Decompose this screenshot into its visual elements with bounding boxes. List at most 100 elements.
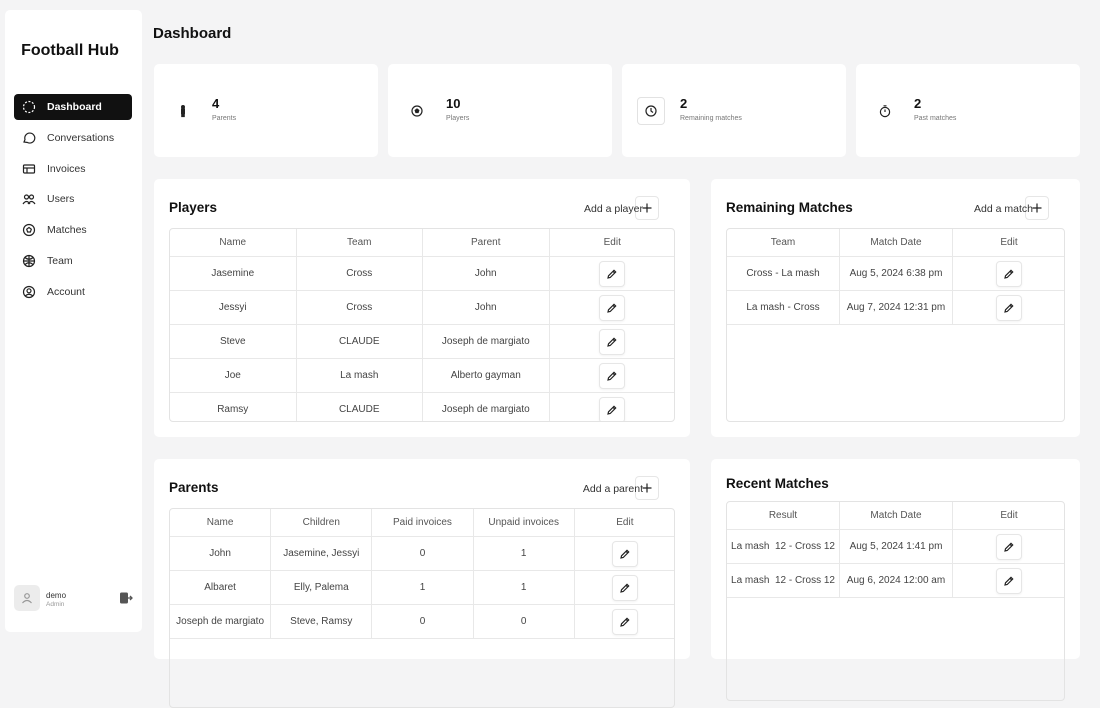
add-label[interactable]: Add a player [584, 203, 643, 215]
panel: Parents Add a parent Name Children Paid invo… [154, 459, 690, 708]
table-cell: Joseph de margiato [170, 605, 272, 639]
edit-button[interactable] [599, 396, 626, 421]
icon [607, 302, 617, 313]
icon [120, 592, 133, 604]
table-cell: John [423, 257, 550, 291]
edit-button[interactable] [996, 533, 1022, 560]
panel-title: Remaining Matches [726, 200, 853, 215]
table-cell: Steve [170, 325, 297, 359]
panel: Recent Matches Result Match Date Edit La mas… [711, 459, 1080, 701]
icon [645, 105, 657, 117]
nav-item[interactable]: Users [14, 186, 132, 212]
edit-button[interactable] [599, 294, 626, 321]
nav-item[interactable]: Invoices [14, 156, 132, 182]
panel: Remaining Matches Add a match Team Match Da… [711, 179, 1080, 437]
icon [180, 105, 185, 118]
column-header: Unpaid invoices [473, 509, 575, 537]
add-button[interactable] [635, 476, 659, 500]
add-label[interactable]: Add a parent [582, 483, 643, 495]
page: Football Hub {"sidebar": {"brand": "Foot… [5, 10, 1080, 708]
logout-button[interactable] [119, 591, 133, 605]
table-cell: Joseph de margiato [423, 393, 550, 421]
nav-item[interactable]: Conversations [14, 125, 132, 151]
nav-item[interactable]: Matches [14, 217, 132, 243]
column-header: Name [170, 229, 297, 257]
edit-cell [549, 325, 674, 359]
edit-button[interactable] [611, 574, 638, 601]
nav-item[interactable]: Account [14, 279, 132, 305]
edit-button[interactable] [599, 328, 626, 355]
table-cell: Joe [170, 359, 297, 393]
column-header: Match Date [840, 229, 953, 257]
edit-button[interactable] [996, 260, 1022, 287]
column-header: Result [727, 502, 840, 530]
column-header: Team [296, 229, 423, 257]
edit-cell [953, 291, 1064, 325]
icon [642, 203, 652, 213]
user-role: Admin [46, 601, 65, 608]
edit-button[interactable] [996, 294, 1022, 321]
table-cell: Albaret [170, 571, 272, 605]
panel-title: Players [169, 200, 218, 215]
stat-icon [172, 100, 194, 122]
icon [1004, 302, 1014, 313]
icon [22, 285, 36, 298]
stat-value: 4 [212, 96, 220, 111]
edit-cell [550, 393, 675, 421]
edit-button[interactable] [611, 540, 638, 567]
column-header: Parent [423, 229, 550, 257]
table-cell: 0 [372, 537, 474, 571]
icon [620, 616, 630, 627]
table: Team Match Date Edit Cross - La mash Aug 5, … [726, 228, 1065, 422]
edit-cell [953, 530, 1064, 564]
column-header: Team [727, 229, 840, 257]
table-cell: Cross [296, 291, 423, 325]
edit-button[interactable] [611, 608, 638, 635]
table-cell: Aug 7, 2024 12:31 pm [840, 291, 953, 325]
table-cell: Joseph de margiato [423, 325, 550, 359]
edit-cell [953, 257, 1064, 291]
nav-label: Users [47, 193, 75, 206]
nav-icon [22, 254, 36, 268]
icon [1004, 541, 1014, 552]
table-cell: 1 [473, 537, 575, 571]
table: Result Match Date Edit La mash 12 - Cross 1… [726, 501, 1065, 701]
add-button[interactable] [635, 196, 659, 220]
edit-cell [549, 291, 674, 325]
stat-label: Past matches [914, 115, 957, 122]
icon [22, 163, 36, 174]
table: Name Team Parent Edit Jasemine Cross John Jessy… [169, 228, 675, 422]
table-cell: Ramsy [170, 393, 297, 421]
edit-cell [574, 571, 674, 605]
icon [22, 100, 36, 114]
icon [879, 105, 891, 118]
table-cell: Elly, Palema [271, 571, 373, 605]
column-header: Match Date [840, 502, 953, 530]
add-label[interactable]: Add a match [974, 203, 1033, 215]
edit-button[interactable] [599, 260, 626, 287]
table-cell: La mash 12 - Cross 12 [727, 530, 840, 564]
panel: Players Add a player Name Team Parent Edit Jas… [154, 179, 690, 437]
table: Name Children Paid invoices Unpaid invoices… [169, 508, 675, 708]
table-cell: Cross - La mash [727, 257, 840, 291]
column-header: Edit [953, 229, 1064, 257]
nav-icon [22, 131, 36, 145]
stat-icon [637, 97, 665, 125]
edit-button[interactable] [599, 362, 626, 389]
stat-icon [406, 100, 428, 122]
column-header: Children [271, 509, 373, 537]
nav-item[interactable]: Team [14, 248, 132, 274]
icon [1032, 203, 1042, 213]
icon [620, 582, 630, 593]
column-header: Name [170, 509, 272, 537]
add-button[interactable] [1025, 196, 1049, 220]
stat-label: Remaining matches [680, 115, 742, 122]
nav-item[interactable]: Dashboard [14, 94, 132, 120]
table-cell: CLAUDE [296, 325, 423, 359]
nav-icon [22, 192, 36, 206]
nav-label: Invoices [47, 162, 86, 175]
avatar [14, 585, 40, 611]
nav-label: Team [47, 255, 73, 267]
edit-button[interactable] [996, 567, 1022, 594]
icon [607, 404, 617, 415]
